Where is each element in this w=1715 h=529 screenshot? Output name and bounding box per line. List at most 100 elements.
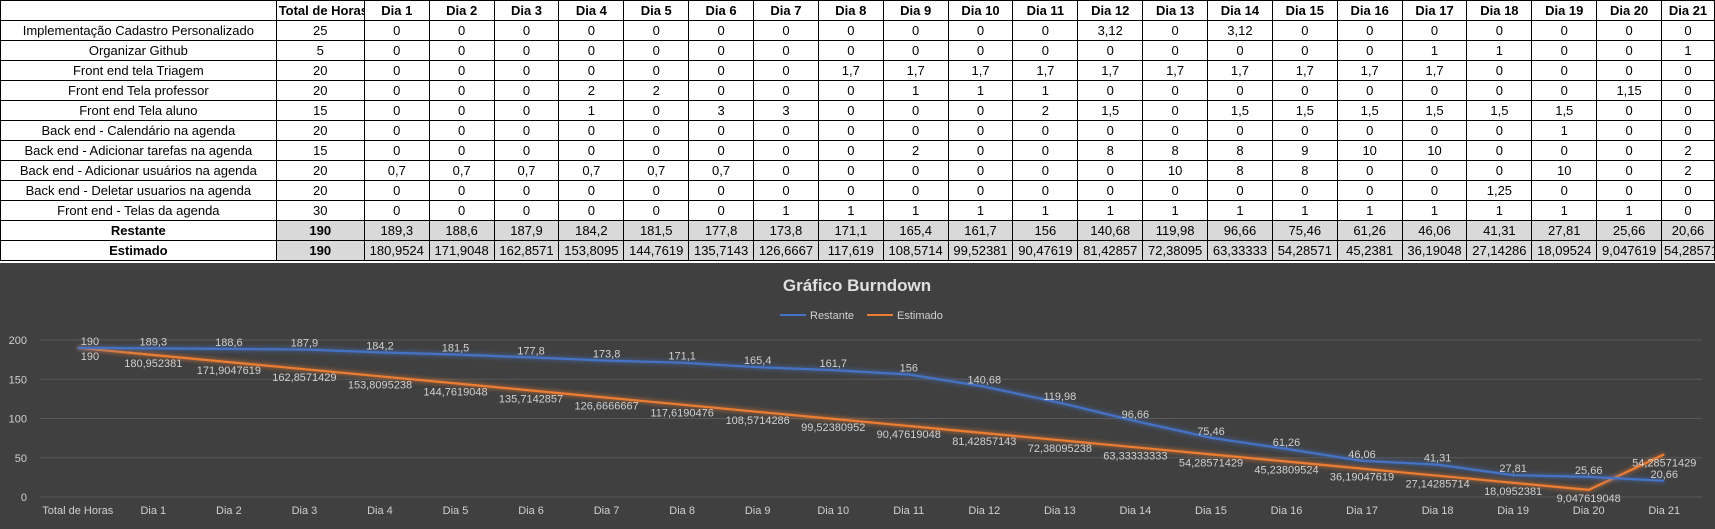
hours-cell: 0 xyxy=(753,180,819,201)
hours-cell: 0 xyxy=(1207,40,1273,61)
hours-cell: 10 xyxy=(1531,160,1598,181)
header-cell: Total de Horas xyxy=(275,0,365,21)
x-tick-label: Dia 14 xyxy=(1120,505,1152,517)
hours-cell: 0 xyxy=(1661,120,1715,141)
table-row: Front end - Telas da agenda 30 0 0 0 0 0 0 1 1 1 1 1… xyxy=(0,200,1715,221)
hours-cell: 0 xyxy=(428,100,495,121)
hours-cell: 1 xyxy=(1466,40,1533,61)
hours-cell: 0 xyxy=(1336,120,1403,141)
summary-cell: 171,9048 xyxy=(428,240,495,261)
header-cell: Dia 3 xyxy=(493,0,560,21)
hours-cell: 8 xyxy=(1207,160,1273,181)
hours-cell: 0 xyxy=(688,140,755,161)
hours-cell: 0 xyxy=(428,180,495,201)
series-line-restante xyxy=(77,346,1665,482)
chart-legend: Restante Estimado xyxy=(780,310,943,322)
hours-cell: 2 xyxy=(882,140,949,161)
hours-cell: 0 xyxy=(1596,160,1663,181)
summary-cell: 181,5 xyxy=(623,220,690,241)
hours-cell: 0 xyxy=(817,180,884,201)
hours-cell: 0 xyxy=(882,180,949,201)
hours-cell: 1 xyxy=(947,200,1014,221)
data-label-restante: 161,7 xyxy=(819,358,847,370)
hours-cell: 0,7 xyxy=(428,160,495,181)
task-name: Back end - Adicionar usuários na agenda xyxy=(0,160,277,181)
chart-title: Gráfico Burndown xyxy=(783,276,931,295)
summary-cell: 41,31 xyxy=(1466,220,1533,241)
hours-cell: 0 xyxy=(493,120,560,141)
hours-cell: 0 xyxy=(688,20,755,41)
hours-cell: 0 xyxy=(623,40,690,61)
header-cell: Dia 1 xyxy=(363,0,430,21)
hours-cell: 0 xyxy=(1401,120,1468,141)
summary-cell: 61,26 xyxy=(1336,220,1403,241)
y-tick-label: 50 xyxy=(15,453,27,465)
hours-cell: 2 xyxy=(623,80,690,101)
summary-cell: 189,3 xyxy=(363,220,430,241)
task-name: Front end tela Triagem xyxy=(0,60,277,81)
data-label-restante: 46,06 xyxy=(1348,449,1376,461)
hours-cell: 10 xyxy=(1336,140,1403,161)
hours-cell: 0 xyxy=(428,200,495,221)
hours-cell: 0 xyxy=(817,40,884,61)
x-tick-label: Total de Horas xyxy=(42,505,113,517)
data-label-estimado: 99,52380952 xyxy=(801,422,865,434)
hours-cell: 0 xyxy=(817,80,884,101)
summary-cell: 20,66 xyxy=(1661,220,1715,241)
hours-cell: 1,7 xyxy=(1271,60,1338,81)
hours-cell: 0 xyxy=(753,80,819,101)
hours-cell: 0 xyxy=(947,40,1014,61)
data-label-restante: 20,66 xyxy=(1650,469,1678,481)
summary-cell: 184,2 xyxy=(558,220,625,241)
summary-cell: 188,6 xyxy=(428,220,495,241)
x-tick-label: Dia 3 xyxy=(292,505,318,517)
hours-cell: 0 xyxy=(363,40,430,61)
hours-cell: 1 xyxy=(882,200,949,221)
hours-cell: 0 xyxy=(817,120,884,141)
hours-cell: 0 xyxy=(1271,180,1338,201)
hours-cell: 0 xyxy=(623,180,690,201)
hours-cell: 1,7 xyxy=(882,60,949,81)
hours-cell: 1,5 xyxy=(1336,100,1403,121)
summary-cell: 81,42857 xyxy=(1077,240,1144,261)
task-name: Front end Tela professor xyxy=(0,80,277,101)
hours-cell: 0 xyxy=(947,20,1014,41)
summary-cell: 140,68 xyxy=(1077,220,1144,241)
summary-cell: 9,047619 xyxy=(1596,240,1663,261)
hours-cell: 0 xyxy=(882,160,949,181)
hours-cell: 2 xyxy=(1012,100,1079,121)
hours-cell: 20 xyxy=(275,180,365,201)
hours-cell: 0,7 xyxy=(493,160,560,181)
data-label-restante: 181,5 xyxy=(442,343,470,355)
hours-cell: 1 xyxy=(1596,200,1663,221)
summary-cell: 156 xyxy=(1012,220,1079,241)
hours-cell: 0 xyxy=(1661,80,1715,101)
data-label-estimado: 27,14285714 xyxy=(1405,479,1469,491)
x-tick-label: Dia 8 xyxy=(669,505,695,517)
hours-cell: 15 xyxy=(275,140,365,161)
hours-cell: 0 xyxy=(882,100,949,121)
hours-cell: 0 xyxy=(428,80,495,101)
x-tick-label: Dia 2 xyxy=(216,505,242,517)
y-tick-label: 100 xyxy=(9,414,27,426)
hours-cell: 0 xyxy=(947,120,1014,141)
hours-cell: 15 xyxy=(275,100,365,121)
hours-cell: 30 xyxy=(275,200,365,221)
hours-cell: 1 xyxy=(1531,200,1598,221)
x-tick-label: Dia 17 xyxy=(1346,505,1378,517)
x-tick-label: Dia 6 xyxy=(518,505,544,517)
data-label-restante: 177,8 xyxy=(517,345,545,357)
hours-cell: 0 xyxy=(947,140,1014,161)
hours-cell: 0 xyxy=(428,60,495,81)
x-tick-label: Dia 16 xyxy=(1271,505,1303,517)
hours-cell: 0 xyxy=(558,40,625,61)
table-row: Organizar Github 5 0 0 0 0 0 0 0 0 0 0 0 0 0 0 0 0 1 1 0 0 1 xyxy=(0,40,1715,61)
x-tick-label: Dia 18 xyxy=(1422,505,1454,517)
hours-cell: 0,7 xyxy=(558,160,625,181)
data-label-restante: 25,66 xyxy=(1575,465,1603,477)
summary-cell: 117,619 xyxy=(817,240,884,261)
hours-cell: 8 xyxy=(1207,140,1273,161)
data-label-estimado: 72,38095238 xyxy=(1028,443,1092,455)
hours-cell: 0,7 xyxy=(623,160,690,181)
